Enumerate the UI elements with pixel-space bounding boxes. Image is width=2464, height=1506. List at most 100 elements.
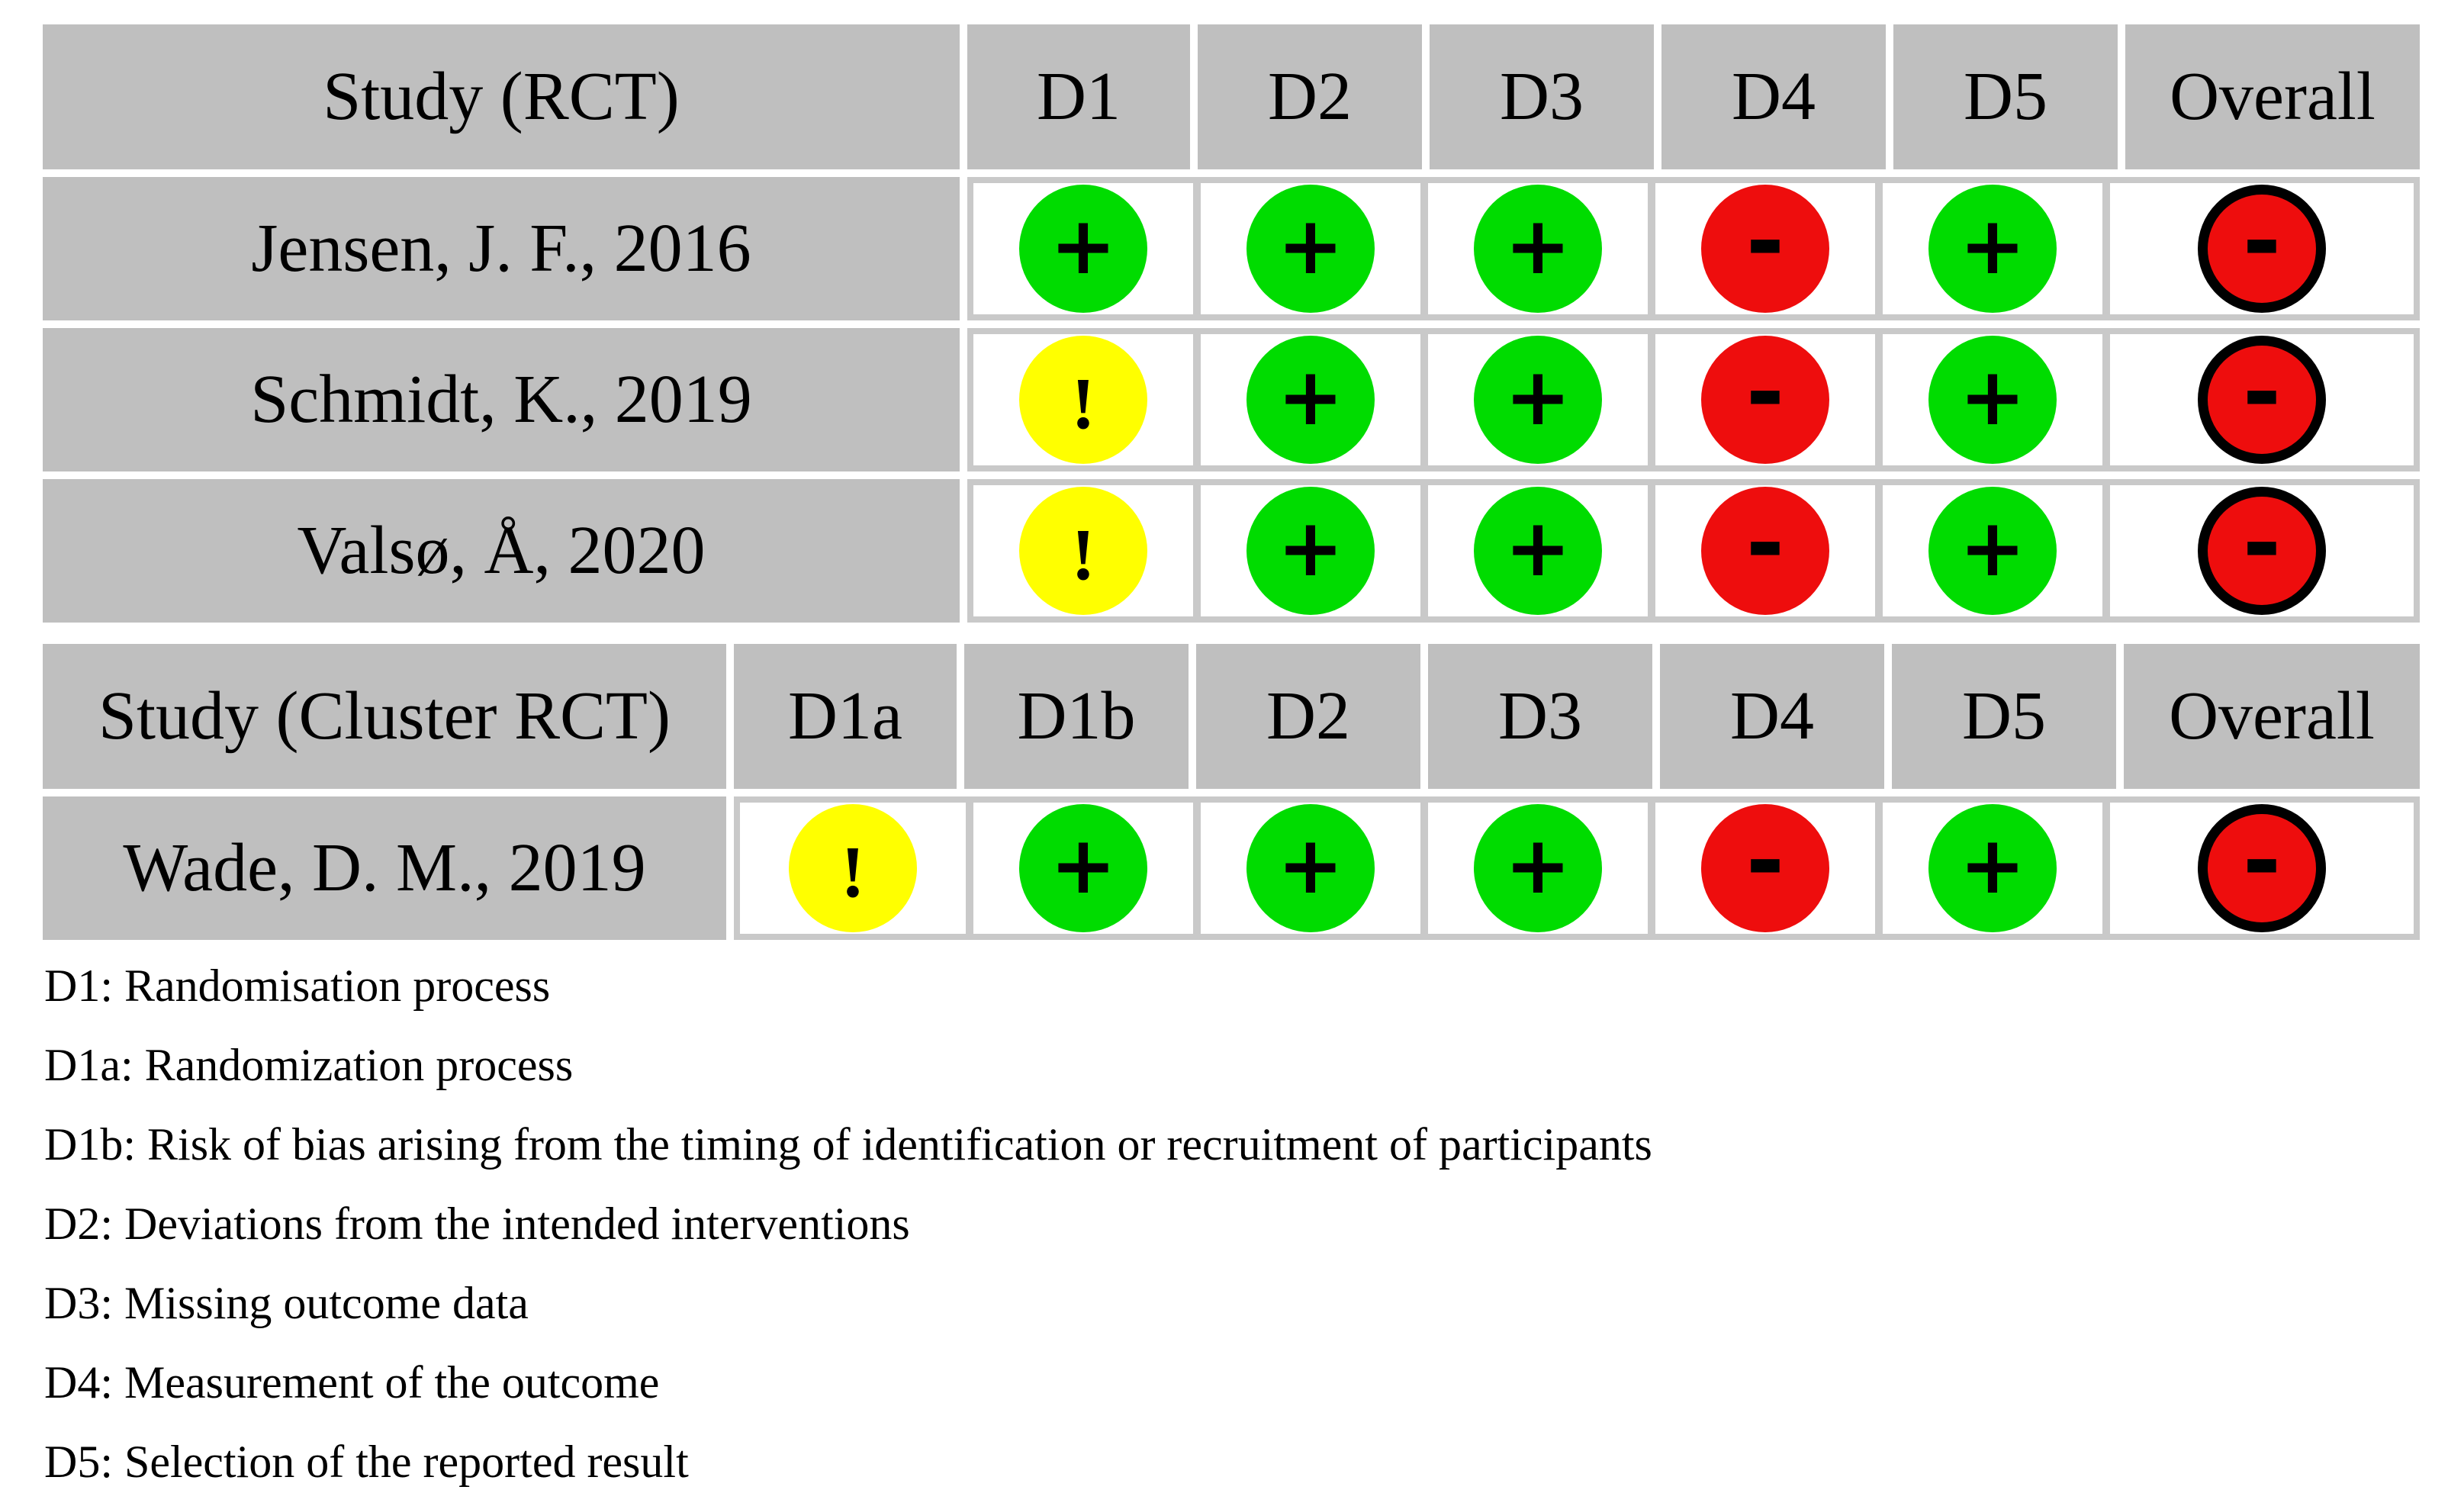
- rating-cell-overall: -: [2110, 183, 2414, 314]
- ratings-strip: ! + + + - + -: [734, 796, 2420, 940]
- risk-symbol: !: [1071, 362, 1095, 444]
- column-header-study-cluster: Study (Cluster RCT): [43, 644, 726, 789]
- study-name: Jensen, J. F., 2016: [251, 211, 751, 286]
- risk-circle: -: [1701, 487, 1829, 615]
- column-header-overall: Overall: [2124, 644, 2420, 789]
- risk-symbol: -: [1745, 489, 1785, 597]
- risk-symbol: +: [1504, 199, 1571, 292]
- column-header-label: D1b: [1017, 678, 1136, 754]
- ratings-strip: ! + + - + -: [967, 328, 2420, 471]
- risk-symbol: +: [1959, 819, 2026, 912]
- risk-circle: +: [1474, 336, 1602, 464]
- column-header-label: D2: [1268, 59, 1352, 134]
- rating-cell-d5: +: [1883, 803, 2102, 934]
- legend-line-d4: D4: Measurement of the outcome: [44, 1357, 660, 1408]
- risk-symbol: +: [1277, 199, 1344, 292]
- rating-cell-overall: -: [2110, 485, 2414, 616]
- risk-symbol: +: [1277, 819, 1344, 912]
- rct-header-row: Study (RCT) D1 D2 D3 D4 D5 Overall: [43, 24, 2420, 169]
- risk-symbol: +: [1959, 501, 2026, 594]
- column-header-label: Overall: [2170, 59, 2376, 134]
- column-header-label: D4: [1732, 59, 1816, 134]
- risk-symbol: -: [2242, 806, 2282, 915]
- study-name-cell: Schmidt, K., 2019: [43, 328, 960, 471]
- legend-line-d3: D3: Missing outcome data: [44, 1278, 529, 1328]
- overall-risk-circle: -: [2198, 804, 2326, 932]
- overall-risk-circle: -: [2198, 336, 2326, 464]
- study-name: Valsø, Å, 2020: [297, 513, 706, 588]
- study-name-cell: Jensen, J. F., 2016: [43, 177, 960, 320]
- risk-circle: +: [1246, 487, 1375, 615]
- risk-circle: +: [1928, 336, 2057, 464]
- study-row-schmidt: Schmidt, K., 2019 ! + + - + -: [43, 328, 2420, 471]
- ratings-strip: + + + - + -: [967, 177, 2420, 320]
- risk-circle: -: [1701, 804, 1829, 932]
- rating-cell-overall: -: [2110, 803, 2414, 934]
- column-header-d2: D2: [1196, 644, 1420, 789]
- cell-gutter: [726, 796, 734, 940]
- column-header-d4: D4: [1660, 644, 1884, 789]
- rating-cell-d1: !: [973, 334, 1193, 465]
- rating-cell-d5: +: [1883, 485, 2102, 616]
- rating-cell-d3: +: [1428, 183, 1648, 314]
- column-header-d4: D4: [1661, 24, 1886, 169]
- rating-cell-d2: +: [1201, 803, 1420, 934]
- rating-cell-d4: -: [1655, 485, 1875, 616]
- risk-circle: +: [1246, 336, 1375, 464]
- risk-circle: +: [1474, 804, 1602, 932]
- rating-cell-d1a: !: [740, 803, 966, 934]
- rating-cell-d4: -: [1655, 803, 1875, 934]
- rating-cell-d2: +: [1201, 485, 1420, 616]
- column-header-label: D2: [1266, 678, 1350, 754]
- column-header-d1a: D1a: [734, 644, 957, 789]
- rating-cell-d5: +: [1883, 334, 2102, 465]
- column-header-label: Study (RCT): [323, 59, 680, 134]
- risk-circle: +: [1474, 185, 1602, 313]
- column-header-label: D5: [1964, 59, 2047, 134]
- column-header-label: D4: [1730, 678, 1814, 754]
- risk-symbol: -: [1745, 187, 1785, 295]
- study-row-valso: Valsø, Å, 2020 ! + + - + -: [43, 479, 2420, 623]
- risk-circle: +: [1928, 487, 2057, 615]
- risk-circle: +: [1246, 804, 1375, 932]
- risk-symbol: !: [1071, 513, 1095, 595]
- column-header-d2: D2: [1198, 24, 1422, 169]
- rating-cell-d2: +: [1201, 334, 1420, 465]
- column-header-d3: D3: [1428, 644, 1652, 789]
- legend-line-d5: D5: Selection of the reported result: [44, 1437, 689, 1487]
- risk-symbol: -: [1745, 806, 1785, 915]
- column-header-d1: D1: [967, 24, 1190, 169]
- risk-symbol: +: [1277, 350, 1344, 443]
- column-header-label: Study (Cluster RCT): [98, 678, 671, 754]
- risk-circle: +: [1246, 185, 1375, 313]
- risk-symbol: +: [1504, 819, 1571, 912]
- legend-line-d1a: D1a: Randomization process: [44, 1040, 574, 1090]
- column-header-label: D3: [1500, 59, 1584, 134]
- rating-cell-d4: -: [1655, 334, 1875, 465]
- risk-circle: +: [1928, 185, 2057, 313]
- column-header-label: D3: [1498, 678, 1582, 754]
- risk-symbol: +: [1504, 350, 1571, 443]
- study-row-wade: Wade, D. M., 2019 ! + + + - + -: [43, 796, 2420, 940]
- column-header-d5: D5: [1893, 24, 2118, 169]
- column-header-label: Overall: [2169, 678, 2375, 754]
- rating-cell-d3: +: [1428, 334, 1648, 465]
- column-header-d1b: D1b: [964, 644, 1189, 789]
- study-name-cell: Valsø, Å, 2020: [43, 479, 960, 623]
- risk-circle: +: [1928, 804, 2057, 932]
- legend-line-d1b: D1b: Risk of bias arising from the timin…: [44, 1119, 1652, 1170]
- legend-line-d1: D1: Randomisation process: [44, 961, 551, 1011]
- study-row-jensen: Jensen, J. F., 2016 + + + - + -: [43, 177, 2420, 320]
- risk-circle: !: [1019, 336, 1147, 464]
- cluster-header-row: Study (Cluster RCT) D1a D1b D2 D3 D4 D5 …: [43, 644, 2420, 789]
- rating-cell-d5: +: [1883, 183, 2102, 314]
- risk-symbol: +: [1504, 501, 1571, 594]
- cell-gutter: [960, 479, 967, 623]
- overall-risk-circle: -: [2198, 185, 2326, 313]
- risk-circle: !: [1019, 487, 1147, 615]
- risk-circle: -: [1701, 336, 1829, 464]
- risk-circle: +: [1019, 185, 1147, 313]
- rating-cell-d1b: +: [973, 803, 1193, 934]
- risk-symbol: -: [2242, 338, 2282, 446]
